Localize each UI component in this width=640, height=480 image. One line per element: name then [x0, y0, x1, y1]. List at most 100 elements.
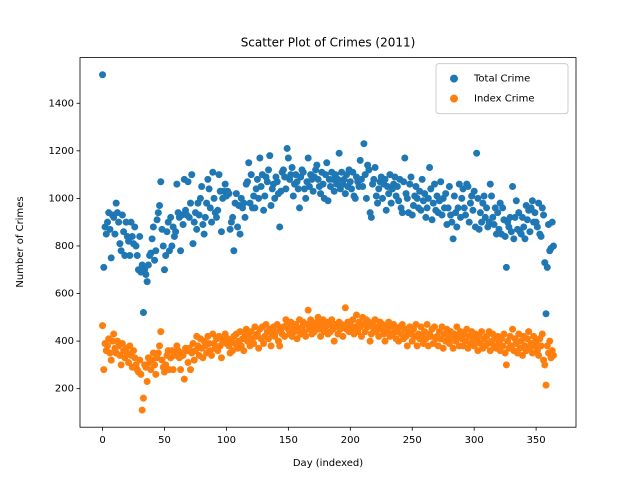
scatter-point	[107, 356, 115, 364]
scatter-point	[294, 185, 302, 193]
scatter-point	[262, 320, 270, 328]
scatter-point	[149, 223, 157, 231]
scatter-point	[118, 339, 126, 347]
scatter-point	[479, 199, 487, 207]
scatter-point	[319, 180, 327, 188]
scatter-point	[120, 228, 128, 236]
scatter-point	[209, 168, 217, 176]
scatter-point	[136, 356, 144, 364]
scatter-point	[115, 218, 123, 226]
scatter-point	[125, 359, 133, 367]
scatter-point	[245, 159, 253, 167]
scatter-point	[111, 230, 119, 238]
scatter-point	[549, 351, 557, 359]
scatter-point	[428, 216, 436, 224]
scatter-point	[107, 254, 115, 262]
y-tick-label: 400	[55, 336, 74, 347]
scatter-point	[293, 335, 301, 343]
scatter-point	[537, 232, 545, 240]
scatter-point	[112, 199, 120, 207]
scatter-point	[488, 192, 496, 200]
scatter-point	[512, 197, 520, 205]
scatter-point	[209, 330, 217, 338]
scatter-point	[147, 366, 155, 374]
scatter-point	[478, 218, 486, 226]
scatter-point	[422, 213, 430, 221]
scatter-point	[282, 185, 290, 193]
scatter-point	[426, 163, 434, 171]
scatter-point	[110, 330, 118, 338]
scatter-point	[401, 154, 409, 162]
scatter-point	[489, 213, 497, 221]
x-tick-label: 150	[279, 435, 298, 446]
scatter-point	[267, 202, 275, 210]
scatter-point	[261, 192, 269, 200]
scatter-point	[247, 328, 255, 336]
scatter-point	[417, 206, 425, 214]
scatter-point	[302, 332, 310, 340]
scatter-point	[351, 194, 359, 202]
scatter-point	[230, 247, 238, 255]
legend-label: Total Crime	[473, 74, 530, 85]
scatter-point	[148, 235, 156, 243]
scatter-point	[225, 190, 233, 198]
scatter-point	[253, 175, 261, 183]
scatter-point	[160, 266, 168, 274]
scatter-point	[273, 320, 281, 328]
scatter-point	[157, 178, 165, 186]
scatter-point	[379, 194, 387, 202]
scatter-point	[229, 213, 237, 221]
y-tick-label: 1000	[49, 193, 74, 204]
scatter-point	[341, 190, 349, 198]
scatter-point	[99, 322, 107, 330]
y-tick-label: 200	[55, 384, 74, 395]
x-tick-label: 100	[217, 435, 236, 446]
scatter-point	[196, 194, 204, 202]
scatter-point	[448, 218, 456, 226]
scatter-point	[406, 180, 414, 188]
scatter-point	[540, 211, 548, 219]
axes-frame	[79, 57, 577, 428]
scatter-point	[287, 171, 295, 179]
scatter-point	[208, 351, 216, 359]
scatter-point	[439, 344, 447, 352]
scatter-point	[234, 223, 242, 231]
scatter-point	[395, 197, 403, 205]
scatter-point	[531, 209, 539, 217]
scatter-point	[466, 199, 474, 207]
scatter-point	[483, 204, 491, 212]
scatter-point	[526, 228, 534, 236]
scatter-point	[208, 218, 216, 226]
scatter-point	[289, 192, 297, 200]
scatter-point	[510, 235, 518, 243]
scatter-point	[541, 361, 549, 369]
x-tick-label: 200	[341, 435, 360, 446]
scatter-point	[361, 171, 369, 179]
scatter-point	[265, 335, 273, 343]
scatter-point	[362, 194, 370, 202]
plot-area	[99, 71, 557, 414]
scatter-point	[535, 351, 543, 359]
scatter-point	[431, 180, 439, 188]
scatter-point	[474, 194, 482, 202]
scatter-point	[243, 178, 251, 186]
scatter-point	[525, 328, 533, 336]
scatter-point	[385, 190, 393, 198]
scatter-point	[535, 199, 543, 207]
scatter-point	[357, 332, 365, 340]
scatter-point	[104, 342, 112, 350]
chart-title: Scatter Plot of Crimes (2011)	[241, 36, 416, 50]
scatter-point	[502, 263, 510, 271]
scatter-point	[465, 218, 473, 226]
scatter-point	[501, 232, 509, 240]
scatter-point	[106, 349, 114, 357]
scatter-point	[156, 342, 164, 350]
scatter-point	[195, 211, 203, 219]
scatter-point	[348, 185, 356, 193]
legend-marker	[450, 94, 458, 103]
scatter-point	[371, 163, 379, 171]
scatter-point	[453, 323, 461, 331]
scatter-point	[139, 309, 147, 317]
scatter-point	[200, 230, 208, 238]
scatter-point	[127, 218, 135, 226]
